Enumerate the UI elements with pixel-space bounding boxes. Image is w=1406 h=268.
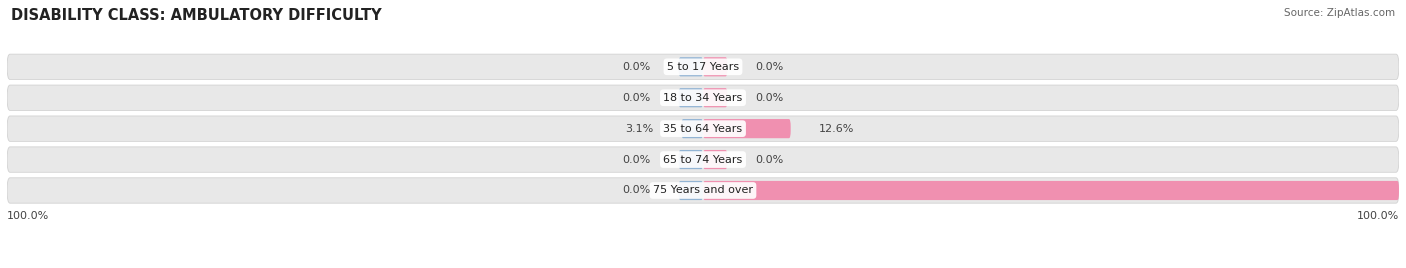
Text: DISABILITY CLASS: AMBULATORY DIFFICULTY: DISABILITY CLASS: AMBULATORY DIFFICULTY: [11, 8, 382, 23]
Text: 0.0%: 0.0%: [623, 155, 651, 165]
FancyBboxPatch shape: [682, 119, 703, 138]
FancyBboxPatch shape: [703, 150, 727, 169]
Text: 3.1%: 3.1%: [626, 124, 654, 134]
Text: 75 Years and over: 75 Years and over: [652, 185, 754, 195]
FancyBboxPatch shape: [703, 119, 790, 138]
Text: 65 to 74 Years: 65 to 74 Years: [664, 155, 742, 165]
Text: 5 to 17 Years: 5 to 17 Years: [666, 62, 740, 72]
FancyBboxPatch shape: [7, 116, 1399, 141]
Text: Source: ZipAtlas.com: Source: ZipAtlas.com: [1284, 8, 1395, 18]
Text: 18 to 34 Years: 18 to 34 Years: [664, 93, 742, 103]
FancyBboxPatch shape: [7, 147, 1399, 172]
FancyBboxPatch shape: [7, 54, 1399, 80]
Text: 100.0%: 100.0%: [7, 211, 49, 221]
Text: 0.0%: 0.0%: [623, 185, 651, 195]
FancyBboxPatch shape: [679, 150, 703, 169]
Text: 0.0%: 0.0%: [755, 62, 783, 72]
FancyBboxPatch shape: [703, 88, 727, 107]
Legend: Male, Female: Male, Female: [641, 264, 765, 268]
FancyBboxPatch shape: [679, 181, 703, 200]
Text: 0.0%: 0.0%: [755, 155, 783, 165]
Text: 0.0%: 0.0%: [755, 93, 783, 103]
Text: 12.6%: 12.6%: [818, 124, 853, 134]
FancyBboxPatch shape: [679, 57, 703, 76]
Text: 0.0%: 0.0%: [623, 62, 651, 72]
FancyBboxPatch shape: [703, 181, 1399, 200]
Text: 35 to 64 Years: 35 to 64 Years: [664, 124, 742, 134]
FancyBboxPatch shape: [703, 57, 727, 76]
Text: 100.0%: 100.0%: [1357, 211, 1399, 221]
FancyBboxPatch shape: [7, 178, 1399, 203]
Text: 0.0%: 0.0%: [623, 93, 651, 103]
FancyBboxPatch shape: [679, 88, 703, 107]
FancyBboxPatch shape: [7, 85, 1399, 110]
